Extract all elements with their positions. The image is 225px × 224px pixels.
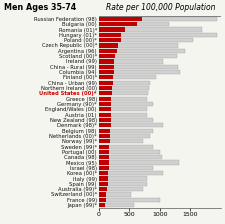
Bar [99, 17, 217, 21]
Bar [99, 129, 110, 133]
Bar [99, 102, 153, 106]
Bar [99, 155, 109, 159]
Bar [99, 177, 108, 181]
Bar [99, 97, 111, 101]
Bar [99, 86, 112, 90]
Bar [99, 75, 113, 80]
Bar [99, 129, 153, 133]
Bar [99, 192, 106, 196]
Bar [99, 192, 131, 196]
Bar [99, 54, 177, 58]
Bar [99, 182, 147, 186]
Bar [99, 91, 148, 95]
Bar [99, 134, 150, 138]
Bar [99, 187, 107, 191]
Bar [99, 49, 117, 53]
Bar [99, 118, 153, 122]
Bar [99, 134, 110, 138]
Bar [99, 150, 160, 154]
Bar [99, 160, 179, 165]
Bar [99, 155, 162, 159]
Bar [99, 65, 178, 69]
Text: Men Ages 35-74: Men Ages 35-74 [4, 3, 77, 12]
Bar [99, 166, 109, 170]
Bar [99, 144, 109, 149]
Bar [99, 198, 160, 202]
Bar [99, 59, 114, 64]
Bar [99, 144, 153, 149]
Bar [99, 65, 114, 69]
Bar [99, 17, 142, 21]
Bar [99, 203, 134, 207]
Bar [99, 54, 115, 58]
Bar [99, 49, 185, 53]
Bar [99, 139, 143, 143]
Bar [99, 107, 111, 111]
Bar [99, 150, 109, 154]
Bar [99, 38, 193, 42]
Bar [99, 70, 180, 74]
Bar [99, 198, 106, 202]
Bar [99, 107, 147, 111]
Bar [99, 81, 150, 85]
Bar [99, 28, 125, 32]
Bar [99, 22, 137, 26]
Bar [99, 171, 163, 175]
Bar [99, 139, 110, 143]
Bar [99, 177, 147, 181]
Bar [99, 102, 111, 106]
Bar [99, 160, 109, 165]
Bar [99, 59, 163, 64]
Bar [99, 123, 163, 127]
Bar [99, 86, 149, 90]
Bar [99, 38, 121, 42]
Bar [99, 43, 118, 47]
Bar [99, 166, 153, 170]
Text: Rate per 100,000 Population: Rate per 100,000 Population [106, 3, 215, 12]
Bar [99, 43, 178, 47]
Bar [99, 118, 111, 122]
Bar [99, 113, 111, 117]
Bar [99, 33, 122, 37]
Bar [99, 75, 156, 80]
Bar [99, 70, 114, 74]
Bar [99, 28, 202, 32]
Bar [99, 187, 143, 191]
Bar [99, 33, 217, 37]
Bar [99, 91, 112, 95]
Bar [99, 203, 105, 207]
Bar [99, 171, 108, 175]
Bar [99, 113, 147, 117]
Bar [99, 182, 108, 186]
Bar [99, 81, 113, 85]
Bar [99, 22, 169, 26]
Bar [99, 97, 147, 101]
Bar [99, 123, 110, 127]
